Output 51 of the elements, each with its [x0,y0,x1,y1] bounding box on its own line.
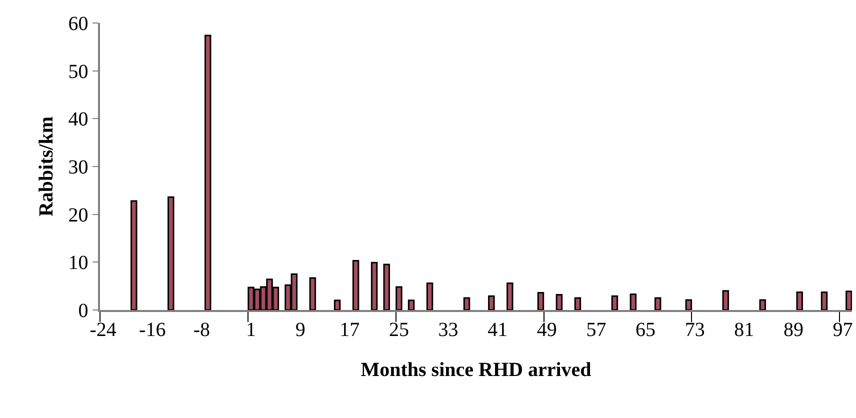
bar [846,290,852,310]
bar [611,295,618,310]
bar [334,300,341,310]
y-tick-label: 0 [78,300,88,322]
x-tick-label: 9 [295,318,306,341]
bar [370,262,378,310]
x-tick-label: 57 [586,318,606,341]
bar [759,299,766,310]
bar [685,299,692,310]
y-tick-label: 60 [68,13,88,35]
x-tick-label: 41 [488,318,508,341]
x-tick-label: 97 [832,318,853,341]
bar [408,300,415,310]
bar [426,282,434,310]
bar [488,295,495,310]
bar [463,297,470,310]
x-tick-label: 81 [734,318,754,341]
y-tick-label: 20 [68,204,88,226]
bar [574,297,582,310]
x-tick-label: -24 [90,318,116,341]
y-tick-label: 50 [68,60,88,83]
bar [168,196,174,310]
bar [204,34,212,310]
x-tick-label: 89 [783,318,804,341]
bar [383,264,390,310]
bar [556,294,563,310]
bar [820,292,828,310]
bar [506,282,514,310]
x-tick-label: 49 [536,318,557,341]
bar [309,277,316,310]
x-tick-label: -16 [139,318,166,341]
bar [352,260,360,310]
x-tick-label: 25 [388,318,409,341]
x-tick-label: 17 [340,318,360,341]
bar [537,292,544,310]
y-axis-title: Rabbits/km [35,116,58,217]
bar [654,297,662,310]
y-tick-label: 30 [68,156,88,178]
x-tick-label: 1 [246,318,256,341]
y-tick-label: 40 [68,108,88,131]
bar [796,292,803,310]
y-tick-label: 10 [68,252,88,274]
x-axis-title: Months since RHD arrived [360,358,592,381]
bar [722,290,730,310]
x-tick-label: 65 [636,318,656,341]
x-tick-label: 73 [684,318,705,341]
x-tick-label: 33 [438,318,458,341]
bar [130,200,138,310]
bar [396,286,402,310]
bar [630,293,637,310]
x-tick-label: -8 [193,318,210,341]
